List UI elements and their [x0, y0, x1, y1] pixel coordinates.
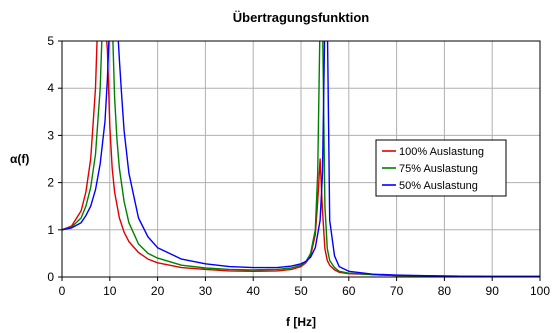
x-tick-label: 80 — [438, 284, 452, 298]
y-axis-label: α(f) — [10, 152, 29, 166]
x-tick-label: 10 — [103, 284, 117, 298]
y-axis-ticks: 0 1 2 3 4 5 — [47, 34, 62, 284]
series-line-1 — [62, 41, 540, 277]
x-tick-label: 30 — [199, 284, 213, 298]
y-tick-label: 3 — [47, 128, 54, 142]
legend-label-3: 50% Auslastung — [399, 180, 478, 192]
y-tick-label: 2 — [47, 176, 54, 190]
legend: 100% Auslastung 75% Auslastung 50% Auslast… — [375, 139, 507, 197]
y-tick-label: 0 — [47, 270, 54, 284]
x-tick-label: 50 — [294, 284, 308, 298]
x-tick-label: 20 — [151, 284, 165, 298]
x-tick-label: 60 — [342, 284, 356, 298]
x-axis-label: f [Hz] — [286, 315, 316, 329]
plot-border — [61, 40, 541, 278]
legend-box — [375, 139, 507, 197]
x-tick-label: 40 — [247, 284, 261, 298]
series-group — [62, 41, 540, 277]
x-tick-label: 0 — [59, 284, 66, 298]
y-tick-label: 5 — [47, 34, 54, 48]
y-tick-label: 4 — [47, 81, 54, 95]
x-tick-label: 70 — [390, 284, 404, 298]
x-tick-label: 100 — [530, 284, 550, 298]
series-line-2 — [62, 41, 540, 277]
chart-title: Übertragungsfunktion — [233, 10, 370, 25]
y-tick-label: 1 — [47, 223, 54, 237]
x-tick-label: 90 — [486, 284, 500, 298]
legend-label-2: 75% Auslastung — [399, 163, 478, 175]
x-axis-ticks: 0 10 20 30 40 50 60 70 80 90 100 — [59, 277, 550, 298]
legend-label-1: 100% Auslastung — [399, 146, 484, 158]
series-line-3 — [62, 41, 540, 277]
